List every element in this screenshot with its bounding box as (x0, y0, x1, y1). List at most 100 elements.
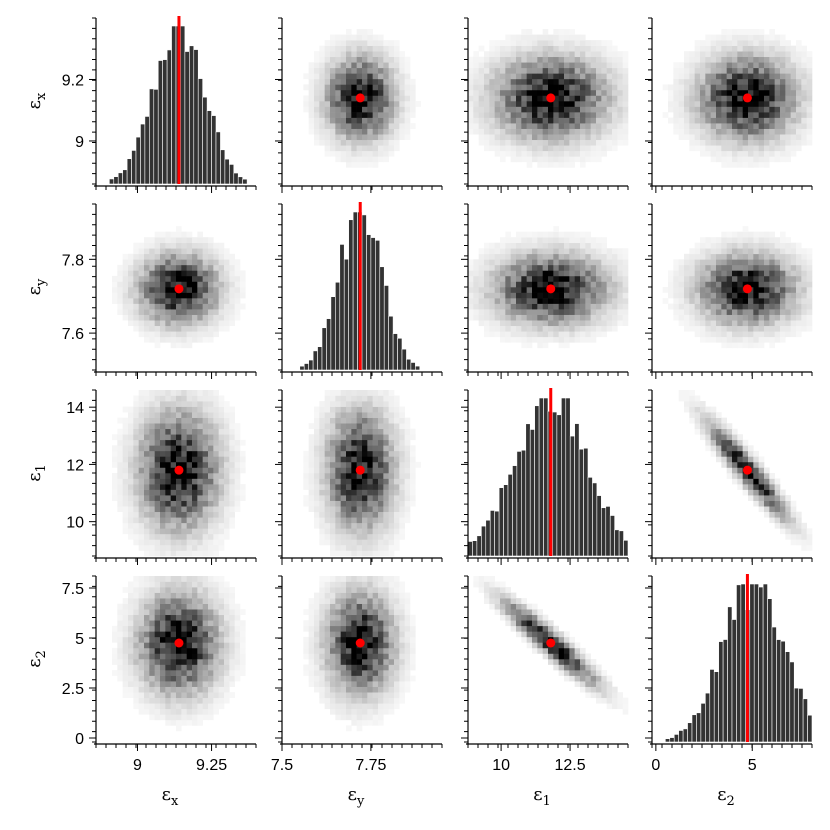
density-cell (181, 423, 187, 430)
density-cell (303, 500, 309, 507)
density-cell (378, 395, 384, 402)
density-cell (780, 506, 786, 513)
density-cell (716, 145, 722, 152)
density-cell (758, 56, 765, 63)
density-cell (748, 123, 754, 129)
density-cell (388, 528, 395, 535)
hist-bar (308, 359, 314, 371)
density-cell (505, 56, 511, 63)
density-cell (764, 298, 770, 304)
density-cell (780, 281, 786, 288)
density-cell (478, 248, 485, 255)
density-cell (176, 544, 182, 551)
density-cell (732, 40, 738, 46)
density-cell (684, 395, 690, 402)
density-cell (753, 450, 759, 457)
density-cell (410, 456, 416, 463)
density-cell (394, 456, 400, 463)
density-cell (785, 242, 791, 249)
density-cell (378, 84, 384, 91)
density-cell (526, 253, 533, 260)
density-cell (732, 428, 738, 435)
density-cell (160, 253, 166, 260)
density-cell (340, 395, 347, 402)
density-cell (500, 73, 506, 80)
density-cell (684, 287, 690, 293)
density-cell (372, 522, 379, 529)
density-cell (340, 390, 347, 396)
density-cell (176, 264, 182, 271)
density-cell (606, 139, 613, 146)
density-cell (521, 242, 527, 249)
density-cell (473, 67, 479, 74)
density-cell (154, 445, 161, 452)
density-cell (186, 320, 193, 327)
density-cell (346, 101, 352, 107)
density-cell (510, 51, 517, 58)
density-cell (689, 101, 695, 107)
density-cell (548, 292, 554, 299)
density-cell (678, 128, 685, 135)
density-cell (388, 489, 395, 496)
density-cell (769, 320, 775, 327)
density-cell (128, 298, 134, 304)
density-cell (208, 461, 214, 468)
density-cell (138, 401, 145, 407)
density-cell (558, 298, 565, 304)
density-cell (732, 123, 738, 129)
density-cell (144, 390, 150, 396)
density-cell (138, 506, 145, 513)
density-cell (319, 450, 325, 457)
density-cell (170, 495, 177, 501)
density-cell (330, 395, 336, 402)
density-cell (780, 34, 786, 41)
density-cell (748, 45, 754, 52)
density-cell (468, 123, 474, 129)
density-cell (218, 484, 225, 490)
density-cell (144, 439, 150, 446)
density-cell (351, 150, 357, 157)
density-cell (769, 34, 775, 41)
density-cell (356, 533, 363, 540)
density-cell (790, 101, 797, 107)
density-cell (790, 253, 797, 260)
density-cell (213, 506, 219, 513)
density-cell (764, 331, 770, 338)
density-cell (394, 445, 400, 452)
density-cell (748, 248, 754, 255)
density-cell (694, 412, 701, 418)
density-cell (790, 150, 797, 157)
density-cell (742, 139, 749, 146)
density-cell (705, 325, 711, 332)
density-cell (694, 89, 701, 96)
density-cell (785, 298, 791, 304)
density-cell (314, 128, 320, 135)
density-cell (372, 434, 379, 441)
density-cell (335, 506, 341, 513)
density-cell (516, 303, 522, 310)
density-cell (128, 522, 134, 529)
density-cell (192, 495, 198, 501)
density-cell (176, 423, 182, 430)
density-cell (516, 123, 522, 129)
density-cell (758, 117, 765, 124)
density-cell (521, 112, 527, 118)
density-cell (710, 314, 717, 321)
density-cell (769, 95, 775, 102)
density-cell (684, 275, 690, 282)
density-cell (186, 456, 193, 463)
density-cell (213, 406, 219, 413)
density-cell (694, 123, 701, 129)
density-cell (678, 292, 685, 299)
density-cell (367, 123, 373, 129)
density-cell (532, 112, 538, 118)
density-cell (526, 29, 533, 35)
density-cell (176, 253, 182, 260)
density-cell (569, 150, 575, 157)
density-cell (532, 123, 538, 129)
density-cell (721, 325, 727, 332)
density-cell (378, 428, 384, 435)
density-cell (202, 450, 209, 457)
density-cell (732, 336, 738, 343)
hist-bar (113, 176, 119, 185)
